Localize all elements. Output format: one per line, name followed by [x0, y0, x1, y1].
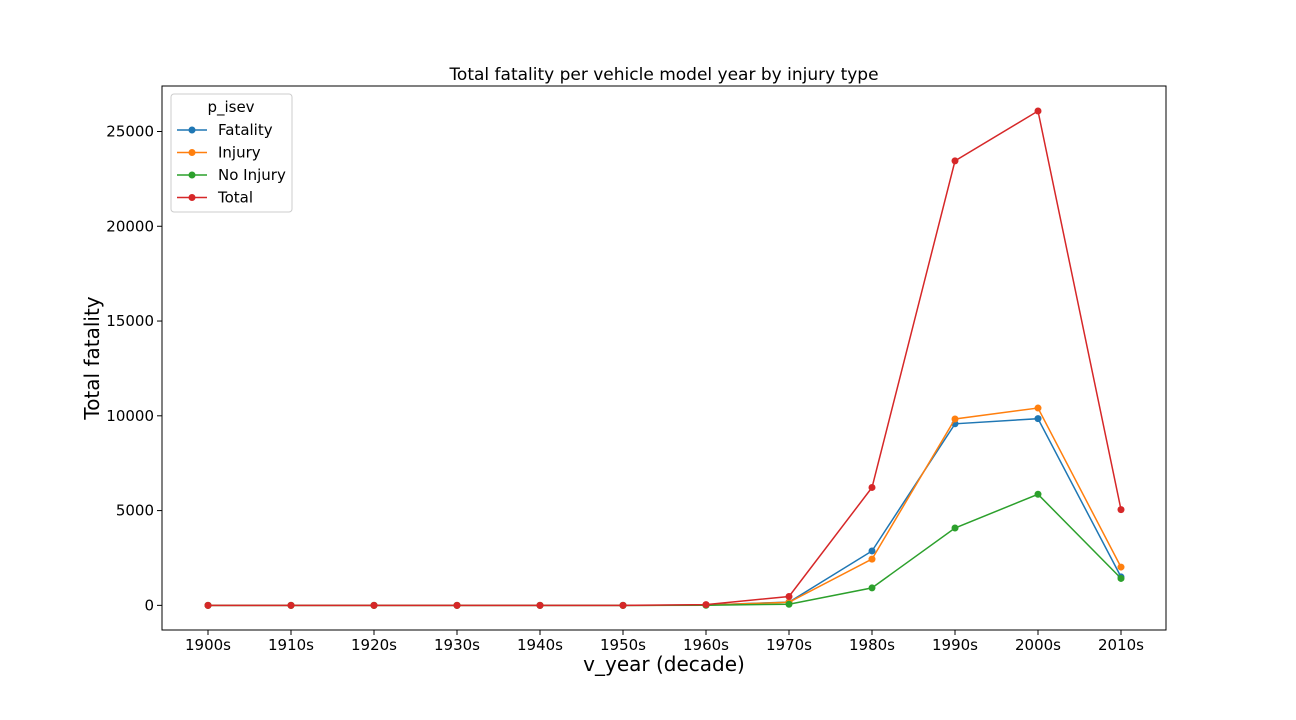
x-tick-label: 2000s	[1015, 636, 1061, 654]
legend-label: Total	[217, 189, 253, 207]
series-layer	[204, 107, 1125, 609]
y-tick-label: 10000	[106, 407, 154, 425]
legend-title: p_isev	[207, 98, 254, 117]
x-axis-label: v_year (decade)	[583, 652, 745, 676]
y-axis-label: Total fatality	[80, 296, 104, 420]
data-point	[1117, 506, 1125, 514]
y-tick-label: 0	[144, 596, 154, 614]
x-tick-label: 1940s	[517, 636, 563, 654]
data-point	[785, 592, 793, 600]
data-point	[951, 415, 959, 423]
series-total	[204, 107, 1125, 609]
legend-swatch-marker	[188, 149, 196, 156]
data-point	[1034, 404, 1042, 412]
x-tick-label: 1930s	[434, 636, 480, 654]
x-axis: 1900s 1910s 1920s 1930s 1940s 1950s 1960s 1970s…	[185, 630, 1144, 654]
data-point	[536, 601, 544, 609]
legend-label: Injury	[218, 144, 261, 162]
x-tick-label: 1900s	[185, 636, 231, 654]
x-tick-label: 1980s	[849, 636, 895, 654]
series-line	[208, 109, 1122, 607]
data-point	[1117, 563, 1125, 571]
data-point	[868, 555, 876, 563]
y-tick-label: 15000	[106, 312, 154, 330]
x-tick-label: 1910s	[268, 636, 314, 654]
legend-item: No Injury	[177, 166, 286, 184]
y-tick-label: 25000	[106, 122, 154, 140]
series-line	[208, 493, 1122, 607]
chart-title: Total fatality per vehicle model year by…	[448, 65, 878, 85]
x-tick-label: 1960s	[683, 636, 729, 654]
data-point	[868, 547, 876, 555]
plot-frame	[161, 85, 1167, 631]
legend-swatch-marker	[188, 171, 196, 179]
x-tick-label: 1920s	[351, 636, 397, 654]
data-point	[868, 483, 876, 491]
y-axis: 0 5000 10000 15000 20000 25000	[106, 122, 162, 614]
series-no-injury	[204, 490, 1125, 609]
data-point	[951, 157, 959, 165]
series-line	[208, 417, 1122, 607]
legend: p_isev Fatality Injury No Injury Total	[170, 93, 293, 213]
x-tick-label: 2010s	[1098, 636, 1144, 654]
legend-item: Injury	[177, 144, 261, 162]
series-injury	[204, 404, 1125, 609]
legend-item: Fatality	[177, 121, 273, 139]
plot-area	[161, 85, 1167, 631]
legend-label: No Injury	[218, 166, 286, 184]
data-point	[702, 601, 710, 609]
data-point	[1034, 490, 1042, 498]
series-line	[208, 407, 1122, 607]
data-point	[370, 601, 378, 609]
data-point	[1117, 574, 1125, 582]
legend-item: Total	[177, 189, 253, 207]
x-tick-label: 1970s	[766, 636, 812, 654]
data-point	[453, 601, 461, 609]
data-point	[868, 584, 876, 592]
legend-swatch-marker	[188, 126, 196, 134]
y-tick-label: 20000	[106, 217, 154, 235]
x-tick-label: 1950s	[600, 636, 646, 654]
data-point	[785, 600, 793, 608]
x-tick-label: 1990s	[932, 636, 978, 654]
y-tick-label: 5000	[116, 502, 154, 520]
legend-label: Fatality	[218, 121, 273, 139]
legend-swatch-marker	[188, 194, 196, 201]
legend-box	[170, 93, 293, 213]
data-point	[287, 601, 295, 609]
series-fatality	[204, 415, 1125, 609]
data-point	[1034, 415, 1042, 423]
data-point	[204, 601, 212, 609]
data-point	[1034, 107, 1042, 115]
data-point	[619, 601, 627, 609]
data-point	[951, 524, 959, 532]
